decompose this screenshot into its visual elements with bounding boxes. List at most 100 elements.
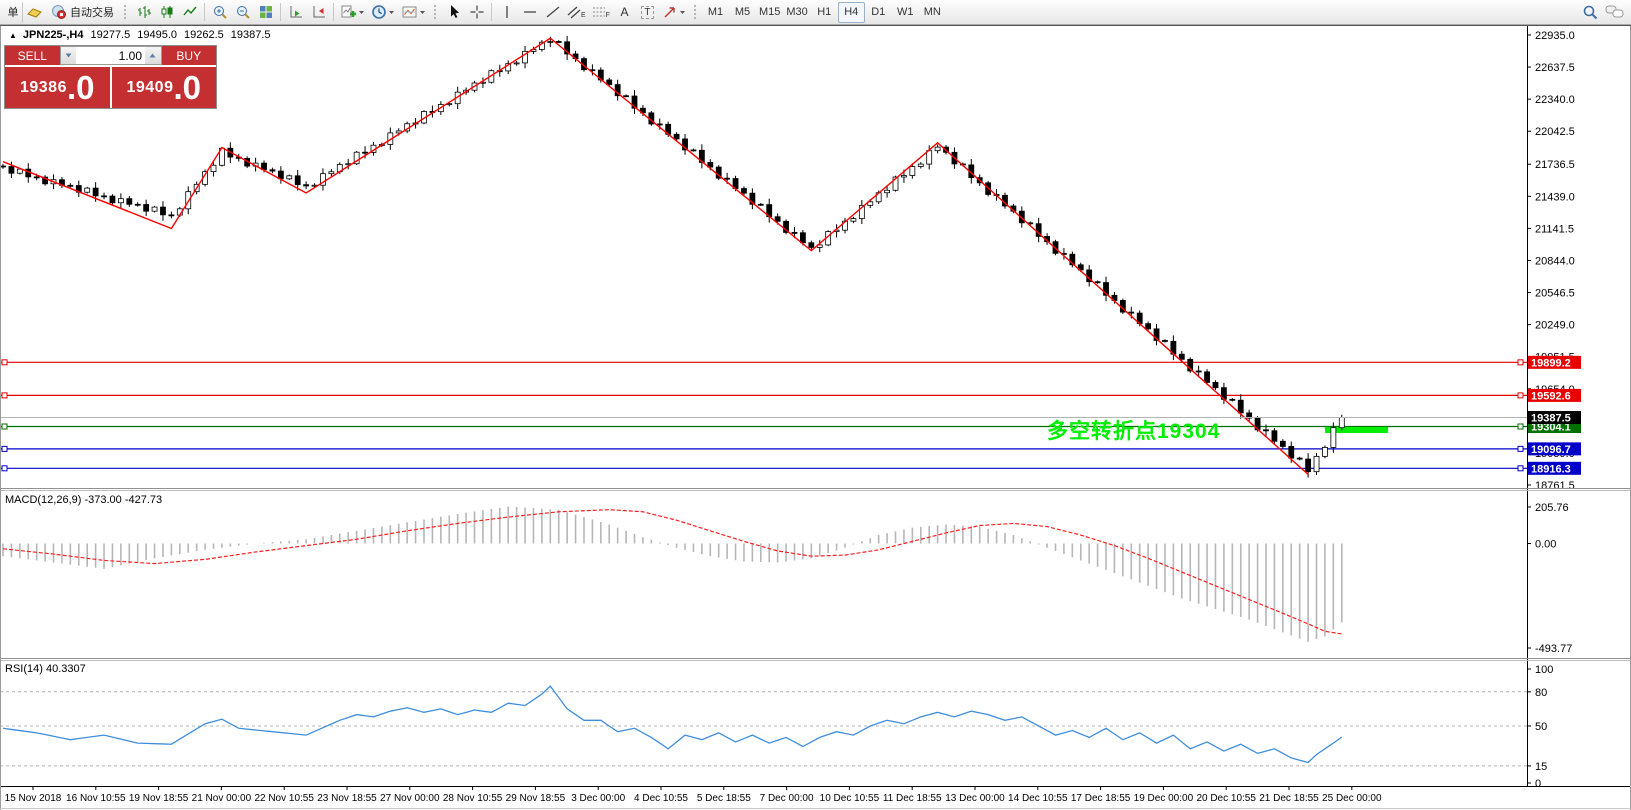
hline-price-label: 19096.7 [1528,442,1581,456]
chat-icon [1605,5,1624,18]
timeframe-mn[interactable]: MN [923,6,941,18]
timeframe-m5[interactable]: M5 [734,6,751,18]
indicators-button[interactable] [337,2,368,23]
rsi-indicator-label: RSI(14) 40.3307 [5,663,86,675]
order-button[interactable] [23,2,46,23]
chart-shift-button[interactable] [307,2,330,23]
chart-title-bar: ▲ JPN225-,H4 19277.5 19495.0 19262.5 193… [9,29,271,41]
chat-button[interactable] [1602,2,1628,23]
svg-text:27 Nov 00:00: 27 Nov 00:00 [380,793,440,804]
svg-text:17 Dec 18:55: 17 Dec 18:55 [1071,793,1131,804]
vertical-line-tool[interactable] [495,2,518,23]
candlestick-chart-button[interactable] [155,2,178,23]
zoom-in-button[interactable] [208,2,231,23]
bar-chart-button[interactable] [132,2,155,23]
rsi-line [2,685,1343,764]
ohlc-high: 19495.0 [137,29,177,41]
svg-text:19592.6: 19592.6 [1531,390,1571,402]
channel-letter: E [581,11,586,19]
svg-text:18761.5: 18761.5 [1535,480,1575,492]
timeframe-h1[interactable]: H1 [817,6,832,18]
zigzag-trendline[interactable] [2,37,1309,475]
svg-text:7 Dec 00:00: 7 Dec 00:00 [760,793,814,804]
sell-button[interactable]: SELL [5,46,60,65]
cursor-button[interactable] [442,2,465,23]
zoom-out-button[interactable] [231,2,254,23]
svg-text:23 Nov 18:55: 23 Nov 18:55 [317,793,377,804]
svg-text:22042.5: 22042.5 [1535,126,1575,138]
svg-text:25 Dec 00:00: 25 Dec 00:00 [1322,793,1382,804]
svg-text:0: 0 [1535,778,1541,790]
volume-increase-button[interactable] [145,47,161,64]
one-click-trading-panel: SELL BUY 19386 .0 19409 .0 [4,45,217,109]
toolbar-grip [692,3,698,21]
current-price-label: 19387.5 [1528,411,1581,425]
timeframe-m30[interactable]: M30 [786,6,808,18]
text-tool[interactable]: A [613,2,636,23]
text-label-tool[interactable]: T [636,2,659,23]
trendline-tool[interactable] [541,2,564,23]
svg-text:15: 15 [1535,761,1547,773]
new-order-button-partial[interactable]: 单 [3,1,23,23]
periods-clock-icon [372,5,386,19]
crosshair-button[interactable] [465,2,488,23]
svg-text:20546.5: 20546.5 [1535,288,1575,300]
svg-text:29 Nov 18:55: 29 Nov 18:55 [506,793,566,804]
sell-price-pip: .0 [66,68,95,106]
zoom-in-icon [213,6,227,19]
templates-button[interactable] [398,2,429,23]
svg-text:11 Dec 18:55: 11 Dec 18:55 [883,793,942,804]
dropdown-caret-icon [420,10,425,14]
line-chart-button[interactable] [178,2,201,23]
svg-text:19 Dec 00:00: 19 Dec 00:00 [1134,793,1194,804]
crosshair-icon [470,5,483,19]
toolbar-separator [333,3,334,21]
svg-text:15 Nov 2018: 15 Nov 2018 [5,793,62,804]
svg-text:22340.0: 22340.0 [1535,94,1575,106]
tile-windows-button[interactable] [254,2,277,23]
volume-input[interactable] [76,47,145,64]
hline-price-label: 18916.3 [1528,461,1581,475]
buy-price[interactable]: 19409 .0 [111,67,216,108]
text-tool-icon: A [620,5,629,19]
sell-price[interactable]: 19386 .0 [5,67,110,108]
collapse-panel-icon[interactable]: ▲ [9,30,17,40]
search-button[interactable] [1579,2,1602,23]
svg-text:18916.3: 18916.3 [1531,463,1571,475]
fibonacci-tool[interactable]: F [589,2,613,23]
timeframe-w1[interactable]: W1 [897,6,914,18]
toolbar-separator [491,3,492,21]
equidistant-channel-tool[interactable]: E [564,2,589,23]
autotrading-button[interactable]: 自动交易 [46,2,119,23]
cursor-arrow-icon [450,5,459,18]
time-axis: 15 Nov 2018 16 Nov 10:55 19 Nov 18:55 21 No… [5,786,1382,804]
toolbar-grip [123,3,128,21]
arrows-tool[interactable] [659,2,689,23]
horizontal-line-objects[interactable] [0,359,1527,472]
volume-decrease-button[interactable] [60,47,76,64]
chart-text-annotation[interactable]: 多空转折点19304 [1047,420,1221,443]
timeframe-d1[interactable]: D1 [871,6,886,18]
buy-price-main: 19409 [126,78,174,96]
macd-pane: 205.76 0.00 -493.77 [2,502,1572,655]
horizontal-line-tool[interactable] [518,2,541,23]
svg-text:19304.1: 19304.1 [1531,421,1571,433]
svg-text:100: 100 [1535,664,1553,676]
macd-indicator-label: MACD(12,26,9) -373.00 -427.73 [5,494,163,506]
green-trend-segment[interactable] [1324,426,1389,433]
timeframe-h4[interactable]: H4 [837,1,865,23]
dropdown-caret-icon [359,10,364,14]
auto-scroll-button[interactable] [284,2,307,23]
timeframe-m15[interactable]: M15 [758,6,781,18]
arrows-icon [664,7,675,18]
ohlc-open: 19277.5 [90,29,131,41]
svg-text:205.76: 205.76 [1535,502,1569,514]
ohlc-low: 19262.5 [184,29,224,41]
timeframe-m1[interactable]: M1 [707,6,724,18]
periods-button[interactable] [368,2,398,23]
sell-price-main: 19386 [19,78,67,96]
equidistant-channel-icon [567,6,581,19]
buy-button[interactable]: BUY [161,46,216,65]
main-toolbar: 单 自动交易 [0,0,1631,25]
